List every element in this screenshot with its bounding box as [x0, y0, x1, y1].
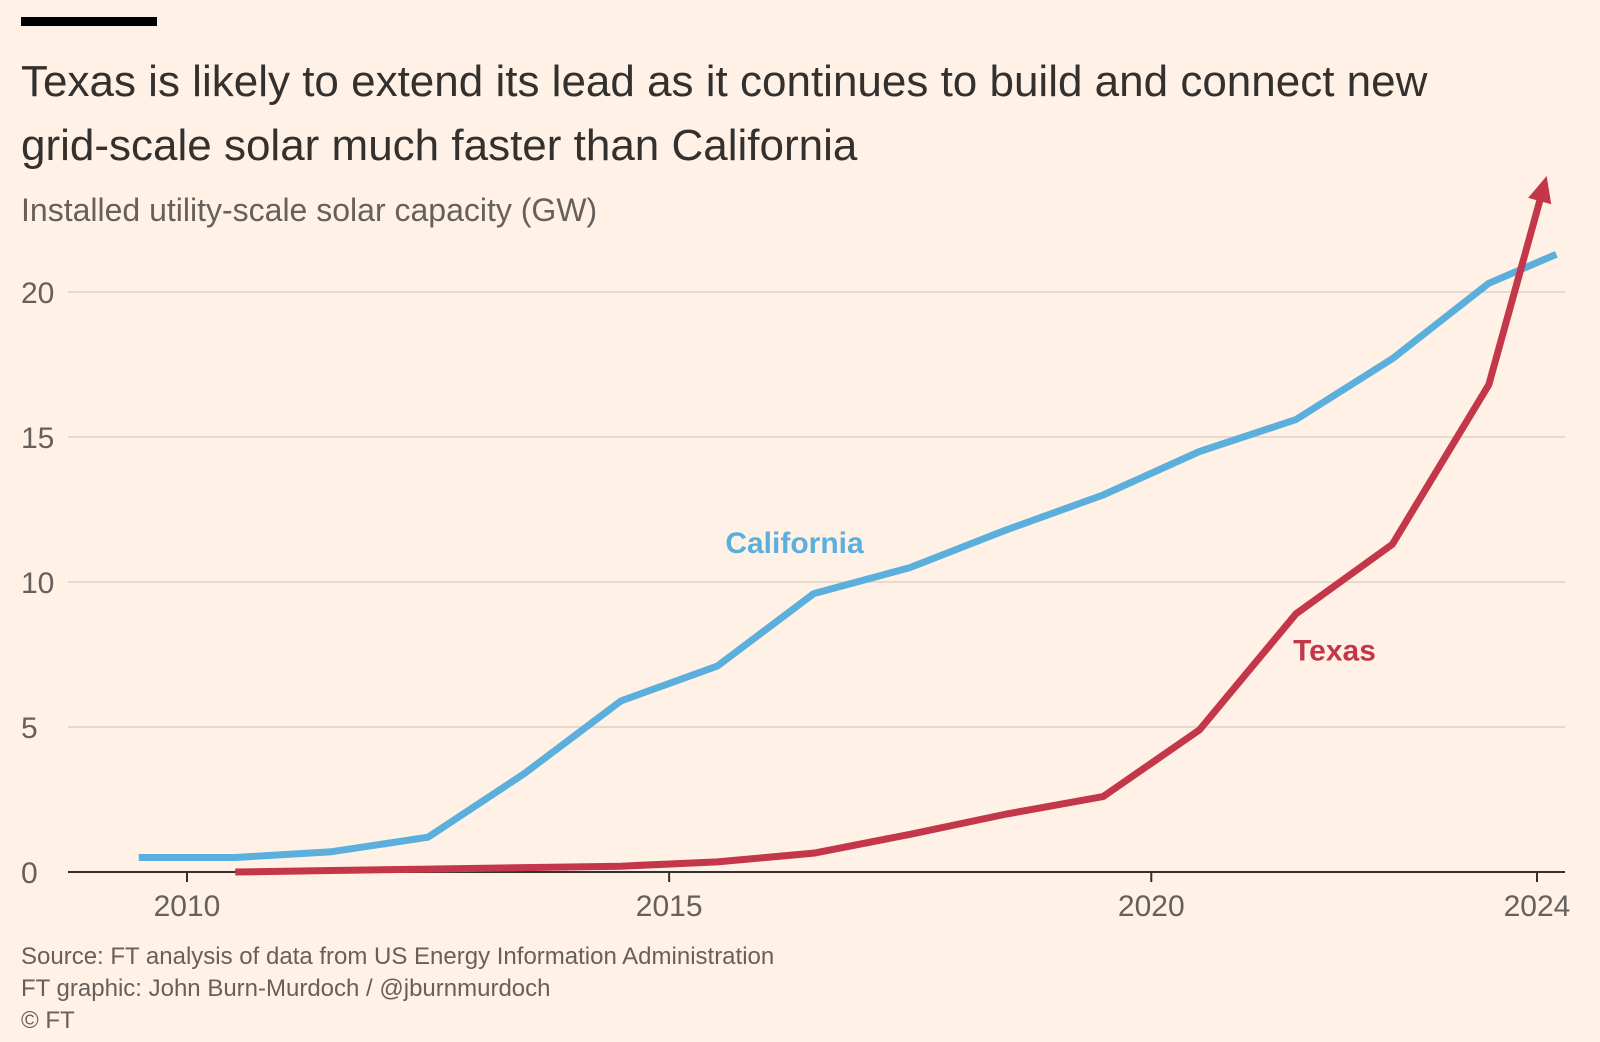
- chart-title: Texas is likely to extend its lead as it…: [21, 57, 1428, 170]
- california-series-label: California: [725, 527, 864, 560]
- chart-footer: Source: FT analysis of data from US Ener…: [21, 941, 774, 1037]
- y-tick-label-0: 0: [21, 857, 38, 890]
- source-note: Source: FT analysis of data from US Ener…: [21, 943, 775, 970]
- y-tick-label-5: 5: [21, 712, 38, 745]
- texas-series-label: Texas: [1293, 634, 1376, 667]
- x-tick-label-2020: 2020: [1118, 890, 1185, 923]
- texas-arrowhead: [1528, 176, 1552, 205]
- x-tick-label-2024: 2024: [1504, 890, 1571, 923]
- graphic-credit: FT graphic: John Burn-Murdoch / @jburnmu…: [21, 975, 551, 1002]
- x-tick-label-2010: 2010: [154, 890, 221, 923]
- y-tick-label-15: 15: [21, 422, 54, 455]
- y-tick-label-10: 10: [21, 567, 54, 600]
- texas-series-line: [235, 192, 1546, 876]
- ft-top-bar: [21, 17, 157, 26]
- y-tick-label-20: 20: [21, 277, 54, 310]
- california-series-line: [138, 251, 1558, 861]
- copyright: © FT: [21, 1007, 75, 1034]
- x-tick-label-2015: 2015: [636, 890, 703, 923]
- chart-subtitle: Installed utility-scale solar capacity (…: [21, 192, 598, 228]
